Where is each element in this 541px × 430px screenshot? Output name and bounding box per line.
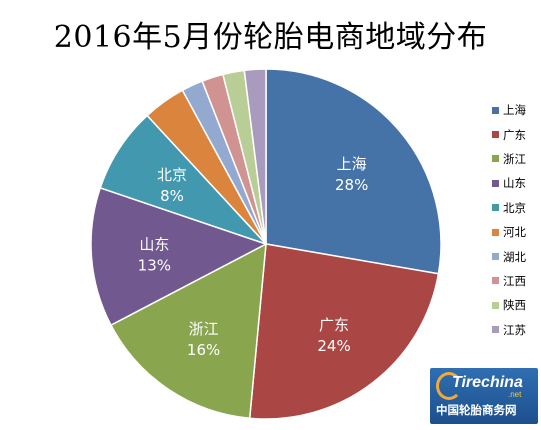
legend-item-9: 陕西	[492, 293, 526, 317]
legend-item-3: 浙江	[492, 147, 526, 171]
slice-value-label-2: 24%	[317, 337, 350, 355]
legend-label: 江苏	[503, 322, 526, 337]
swoosh-icon	[436, 372, 462, 400]
legend-swatch	[492, 228, 499, 236]
watermark-domain: .net	[508, 390, 522, 399]
slice-category-label-3: 浙江	[189, 320, 219, 338]
legend-label: 陕西	[503, 298, 526, 313]
legend-label: 上海	[503, 103, 526, 118]
pie-slice-1	[265, 68, 442, 275]
legend-item-2: 广东	[492, 122, 526, 146]
legend-label: 湖北	[503, 249, 526, 264]
watermark-name: 中国轮胎商务网	[436, 403, 517, 417]
slice-value-label-1: 28%	[335, 176, 368, 194]
slice-category-label-4: 山东	[139, 236, 169, 254]
legend-item-7: 湖北	[492, 244, 526, 268]
legend-item-1: 上海	[492, 98, 526, 122]
pie-slice-3	[109, 242, 267, 420]
legend-label: 山东	[503, 176, 526, 191]
legend-label: 河北	[503, 225, 526, 240]
legend-item-5: 北京	[492, 196, 526, 220]
slice-category-label-5: 北京	[157, 166, 187, 184]
legend-swatch	[492, 204, 499, 212]
watermark-logo-text: Tirechina	[452, 374, 523, 391]
pie-slice-2	[248, 243, 440, 420]
legend-label: 广东	[503, 127, 526, 142]
legend-item-8: 江西	[492, 269, 526, 293]
slice-category-label-2: 广东	[319, 316, 349, 334]
pie-slice-4	[90, 186, 268, 327]
slice-value-label-3: 16%	[187, 341, 220, 359]
legend-label: 江西	[503, 273, 526, 288]
watermark-logo: Tirechina .net 中国轮胎商务网	[430, 368, 538, 424]
legend-item-6: 河北	[492, 220, 526, 244]
legend-swatch	[492, 106, 499, 114]
pie-slice-10	[243, 68, 267, 245]
legend-swatch	[492, 326, 499, 334]
slice-value-label-5: 8%	[160, 187, 184, 205]
legend-item-10: 江苏	[492, 318, 526, 342]
legend-swatch	[492, 301, 499, 309]
legend-label: 浙江	[503, 151, 526, 166]
legend-swatch	[492, 277, 499, 285]
slice-value-label-4: 13%	[138, 257, 171, 275]
slice-category-label-1: 上海	[337, 155, 367, 173]
legend-item-4: 山东	[492, 171, 526, 195]
legend: 上海广东浙江山东北京河北湖北江西陕西江苏	[492, 98, 526, 342]
legend-swatch	[492, 253, 499, 261]
legend-swatch	[492, 131, 499, 139]
legend-swatch	[492, 179, 499, 187]
legend-swatch	[492, 155, 499, 163]
legend-label: 北京	[503, 200, 526, 215]
chart-title: 2016年5月份轮胎电商地域分布	[53, 20, 488, 55]
